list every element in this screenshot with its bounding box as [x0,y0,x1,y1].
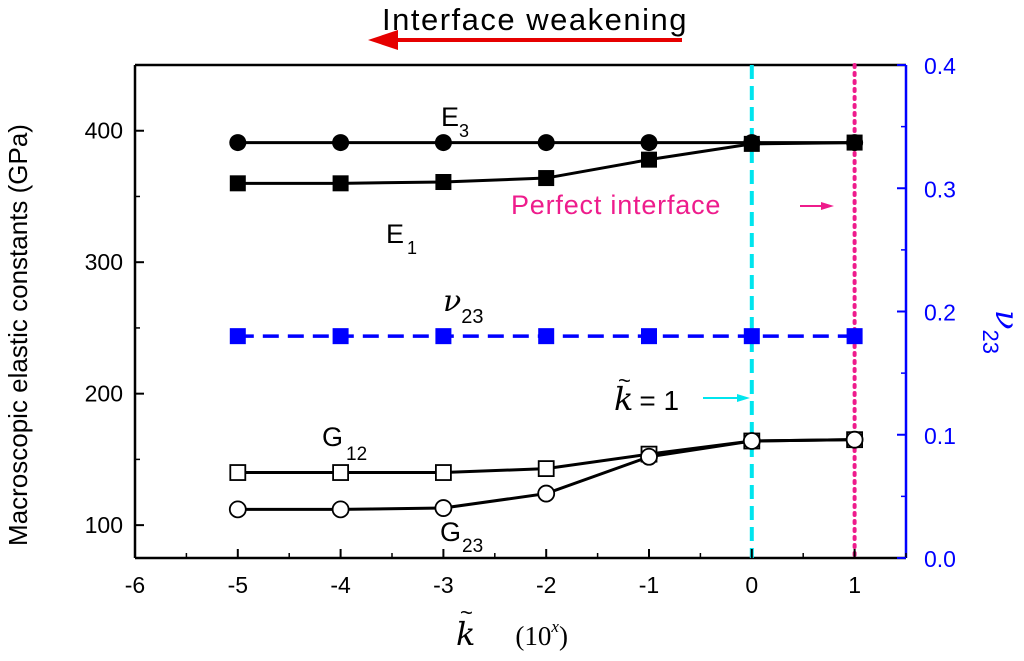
series-label-nu23-sub: 23 [461,306,483,328]
series-label-nu23: ν23 [443,284,484,328]
data-point-ν23 [641,328,657,345]
y2-axis-label-sub: 23 [978,329,1003,353]
data-point-g23 [537,484,556,503]
series-label-e3: E3 [441,102,469,141]
y-tick-label: 400 [85,118,123,144]
x-tick-label: -4 [330,572,351,598]
x-tick-label: -3 [433,572,453,598]
data-point-g23 [331,500,350,519]
perfect-interface-label: Perfect interface [511,190,721,220]
interface-weakening-label: Interface weakening [382,2,688,37]
k-equals-one-value: = 1 [639,385,679,416]
data-point-ν23 [846,328,863,345]
series-label-e1-main: E [386,219,404,249]
k-equals-one-arrow [703,394,750,402]
series-label-g12: G12 [322,422,367,465]
y2-tick-label: 0.2 [924,300,956,326]
k-equals-one-label: k = 1 [614,380,679,418]
x-tick-label: 0 [745,572,758,598]
data-point-g23 [742,432,761,450]
y-tick-label: 100 [85,512,123,538]
y2-tick-label: 0.3 [924,176,956,202]
tick-labels: -6 -5 -4 -3 -2 -1 0 1 100 200 300 400 0.0 0.1 0.2 0.3 0.… [85,53,957,598]
series-label-nu23-main: ν [443,284,461,319]
x-tick-label: -2 [536,572,556,598]
x-tick-label: -6 [125,572,145,598]
data-point-e3 [537,134,555,152]
x-axis-label: k (10x) [456,615,568,653]
data-markers [228,134,864,519]
k-equals-one-tilde: ~ [618,368,631,393]
data-point-g23 [228,500,247,519]
data-point-ν23 [229,328,246,345]
data-point-e3 [434,134,452,152]
weakening-arrow [368,30,682,50]
data-point-ν23 [332,328,349,345]
series-label-e3-sub: 3 [459,121,469,141]
data-point-e1 [435,174,452,191]
x-axis-label-close: ) [559,621,568,651]
data-point-g23 [845,430,864,449]
data-point-g12 [434,464,452,481]
series-label-g23-main: G [440,517,461,547]
x-axis-label-symbol: k [456,615,475,653]
y2-tick-label: 0.0 [924,546,956,572]
data-point-e1 [846,134,863,151]
y2-axis-label-main: ν [988,310,1024,329]
data-point-g12 [537,460,555,478]
reference-lines [749,63,857,560]
data-point-ν23 [435,328,452,345]
data-point-e3 [229,134,247,152]
data-point-e1 [229,175,246,192]
y2-tick-label: 0.4 [924,53,956,79]
x-axis-label-tilde: ~ [460,600,473,625]
y-tick-label: 200 [85,381,123,407]
x-tick-label: 1 [848,572,861,598]
x-axis-label-exp: x [550,617,559,636]
data-point-e1 [332,175,349,192]
data-point-e1 [538,170,555,187]
data-point-g23 [434,499,453,517]
data-point-g12 [332,464,350,481]
series-label-g23-sub: 23 [462,536,483,557]
series-label-g23: G23 [440,517,483,557]
series-label-g12-main: G [322,422,343,452]
y-axis-label: Macroscopic elastic constants (GPa) [3,124,33,546]
series-label-e1-sub: 1 [407,238,417,258]
plot-frame [133,63,908,560]
data-point-g23 [640,447,658,466]
y2-tick-label: 0.1 [924,423,956,449]
x-axis-label-unit: (10 [515,621,551,651]
data-point-e3 [332,134,350,152]
x-tick-label: -5 [228,572,248,598]
data-point-e1 [743,135,760,152]
data-point-e3 [640,134,658,152]
k-equals-one-symbol: k [614,380,633,418]
data-point-ν23 [538,328,555,345]
data-point-e1 [641,151,657,168]
axis-ticks [134,64,907,559]
series-label-g12-sub: 12 [346,444,367,465]
data-point-g12 [229,464,247,481]
perfect-interface-arrow [800,202,834,210]
y2-axis-label: ν23 [978,310,1024,354]
y-tick-label: 300 [85,249,123,275]
x-tick-label: -1 [639,572,659,598]
data-point-ν23 [743,328,760,345]
series-label-e3-main: E [441,102,459,132]
